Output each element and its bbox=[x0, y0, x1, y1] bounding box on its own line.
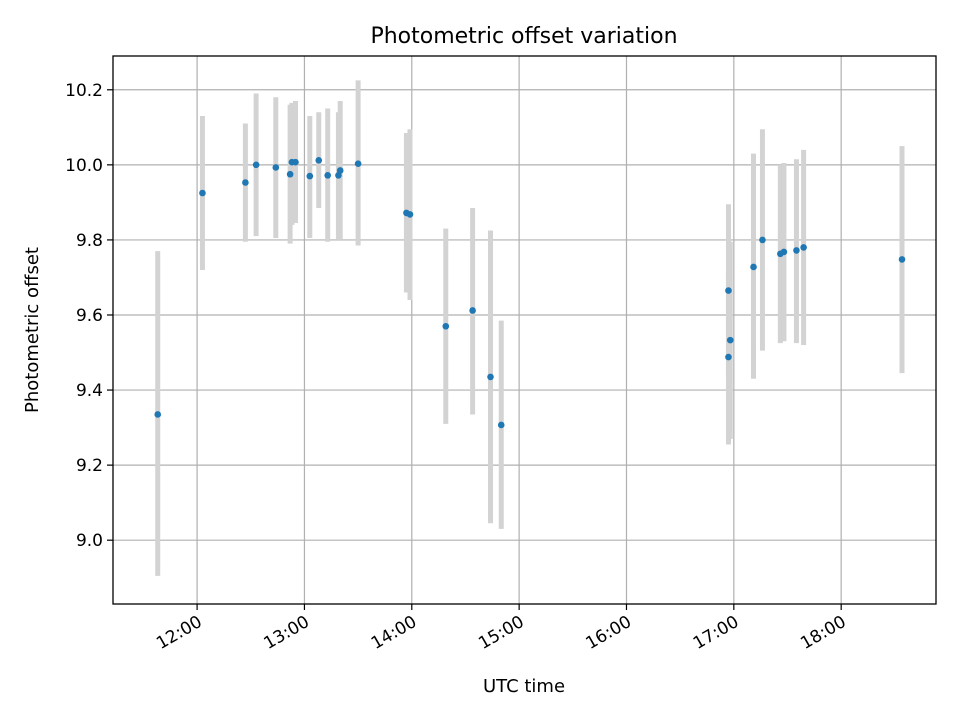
data-point bbox=[154, 411, 162, 418]
data-point bbox=[726, 336, 734, 344]
data-point bbox=[315, 157, 323, 164]
y-tick-label: 9.4 bbox=[76, 381, 103, 401]
data-point bbox=[497, 421, 505, 429]
y-tick-label: 9.0 bbox=[76, 531, 103, 551]
data-point bbox=[252, 161, 260, 169]
y-tick-label: 10.0 bbox=[65, 156, 103, 176]
data-point bbox=[272, 164, 280, 171]
data-point bbox=[759, 236, 766, 244]
data-point bbox=[336, 167, 344, 174]
y-axis-label: Photometric offset bbox=[22, 247, 43, 413]
y-axis-ticks: 9.0 9.2 9.4 9.6 9.8 10.0 10.2 bbox=[65, 81, 113, 551]
data-point bbox=[406, 211, 414, 218]
data-point bbox=[487, 373, 494, 381]
y-tick-label: 9.2 bbox=[76, 456, 103, 476]
data-point bbox=[442, 322, 450, 330]
y-tick-label: 9.8 bbox=[76, 231, 103, 251]
data-point bbox=[800, 244, 807, 251]
chart-title: Photometric offset variation bbox=[370, 24, 677, 49]
data-point bbox=[306, 172, 314, 180]
y-tick-label: 10.2 bbox=[65, 81, 103, 101]
data-point bbox=[199, 189, 206, 197]
data-point bbox=[354, 160, 362, 168]
data-point bbox=[725, 287, 732, 294]
data-point bbox=[780, 248, 788, 256]
data-points bbox=[154, 157, 906, 429]
data-point bbox=[292, 158, 299, 166]
data-point bbox=[750, 263, 757, 271]
data-point bbox=[793, 247, 800, 254]
data-point bbox=[469, 307, 476, 314]
data-point bbox=[898, 256, 906, 263]
data-point bbox=[242, 179, 249, 186]
plot-frame bbox=[112, 55, 937, 605]
y-tick-label: 9.6 bbox=[76, 306, 103, 326]
data-point bbox=[324, 172, 331, 179]
x-axis-label: UTC time bbox=[483, 676, 565, 697]
data-point bbox=[286, 170, 294, 178]
data-point bbox=[725, 353, 732, 361]
